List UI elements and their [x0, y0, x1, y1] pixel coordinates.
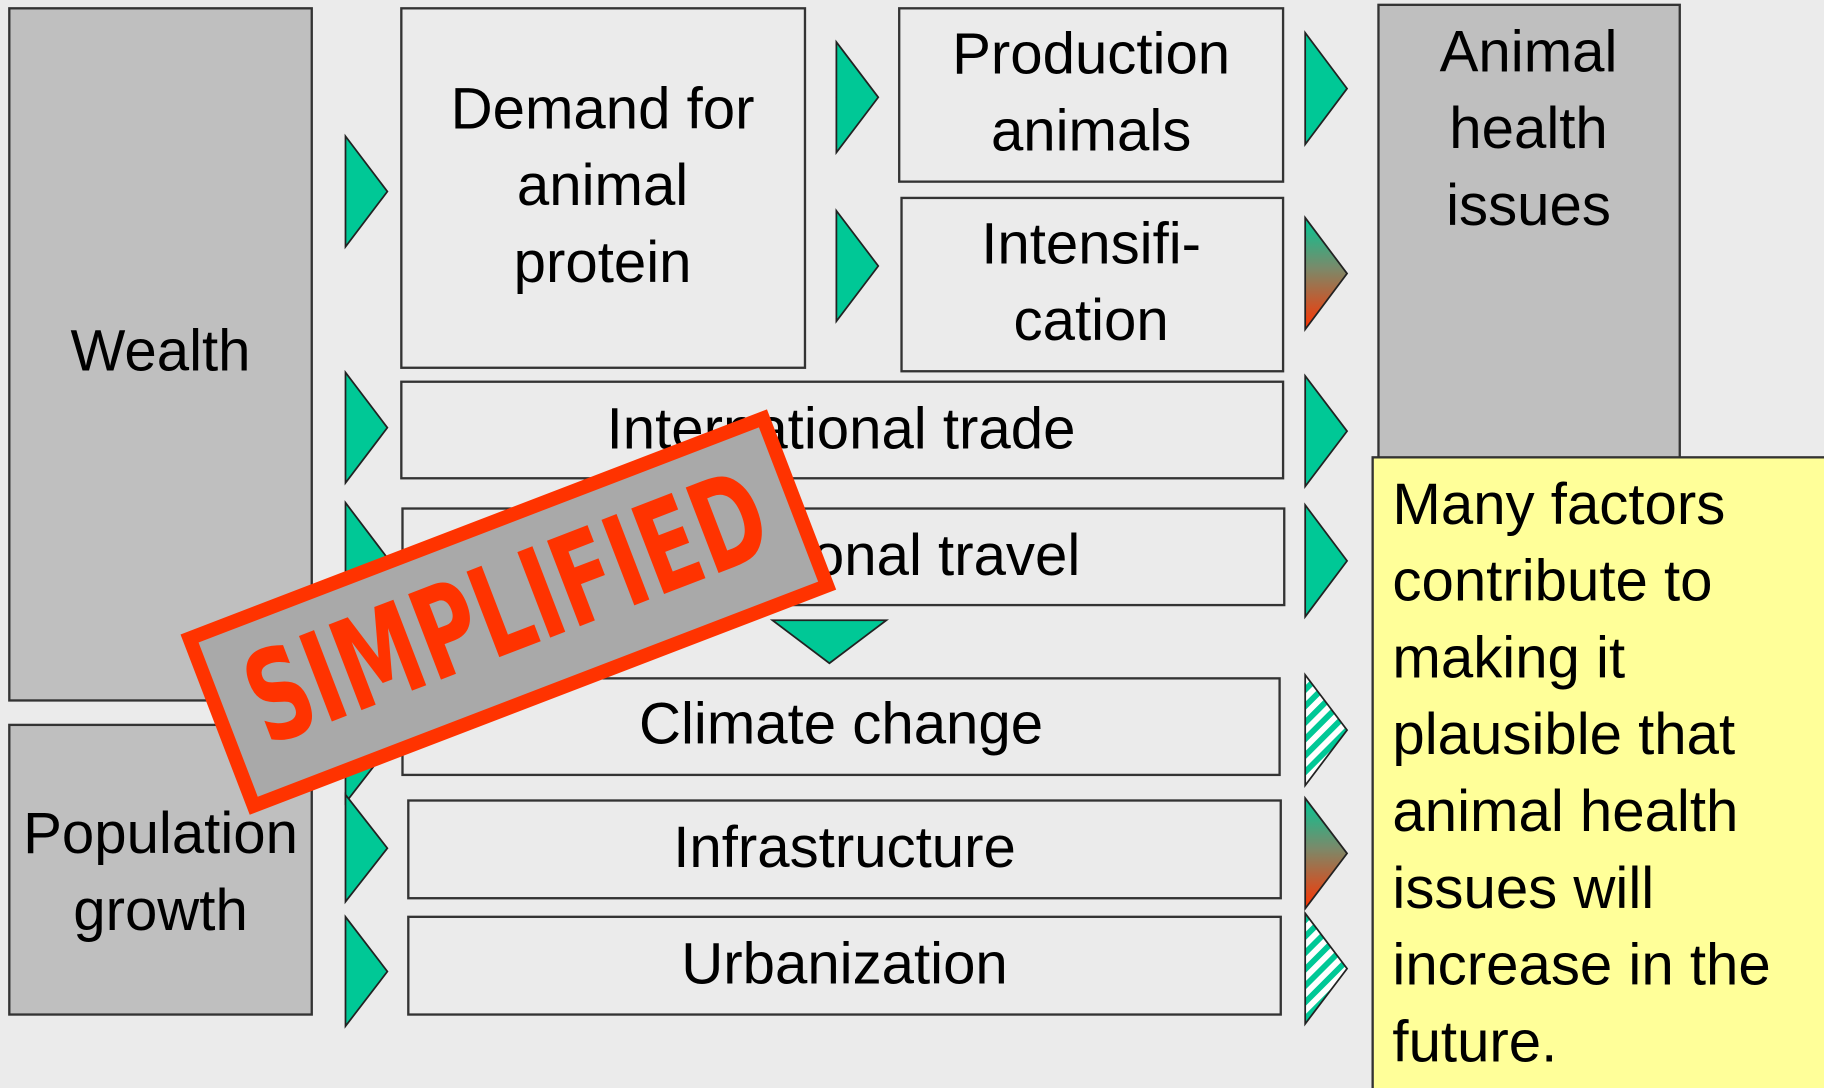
callout-line: contribute to	[1392, 549, 1712, 614]
arrow	[1304, 373, 1349, 490]
node-label: Urbanization	[681, 931, 1008, 996]
arrow	[344, 133, 389, 250]
arrow	[1304, 795, 1349, 912]
node-label: animals	[991, 98, 1191, 163]
arrow	[344, 369, 389, 486]
node-box	[407, 799, 1282, 900]
stamp-frame	[180, 409, 837, 815]
node-box	[898, 7, 1285, 183]
node-box	[400, 380, 1285, 480]
node-label: cation	[1014, 288, 1169, 353]
arrow	[1304, 215, 1349, 332]
arrow	[1304, 502, 1349, 620]
node-box	[8, 7, 313, 702]
node-label: Demand for	[451, 76, 755, 141]
node-box	[900, 196, 1285, 373]
node-label: health	[1449, 96, 1607, 161]
arrow	[344, 914, 389, 1029]
node-label: Intensifi-	[981, 211, 1201, 276]
node-label: Infrastructure	[673, 815, 1016, 880]
callout-line: increase in the	[1392, 933, 1770, 998]
node-label: Production	[952, 22, 1230, 87]
node-label: issues	[1446, 173, 1611, 238]
arrow	[1304, 672, 1349, 788]
callout-line: animal health	[1392, 779, 1738, 844]
callout-line: Many factors	[1392, 472, 1725, 537]
callout-line: plausible that	[1392, 702, 1735, 767]
arrow-down	[769, 619, 890, 665]
arrow	[1304, 910, 1349, 1027]
node-label: Wealth	[71, 318, 251, 383]
node-label: protein	[514, 230, 692, 295]
arrow	[835, 39, 880, 156]
callout-line: future.	[1392, 1009, 1557, 1074]
node-box	[400, 7, 807, 369]
callout-line: issues will	[1392, 856, 1654, 921]
arrow	[835, 208, 880, 324]
arrow	[1304, 30, 1349, 148]
node-label: animal	[517, 153, 688, 218]
node-label: growth	[73, 878, 248, 943]
callout-box	[1371, 456, 1824, 1088]
node-box	[407, 915, 1282, 1016]
node-label: Animal	[1440, 19, 1618, 84]
arrow	[344, 792, 389, 905]
node-label: Climate change	[639, 692, 1043, 757]
callout-line: making it	[1392, 625, 1625, 690]
